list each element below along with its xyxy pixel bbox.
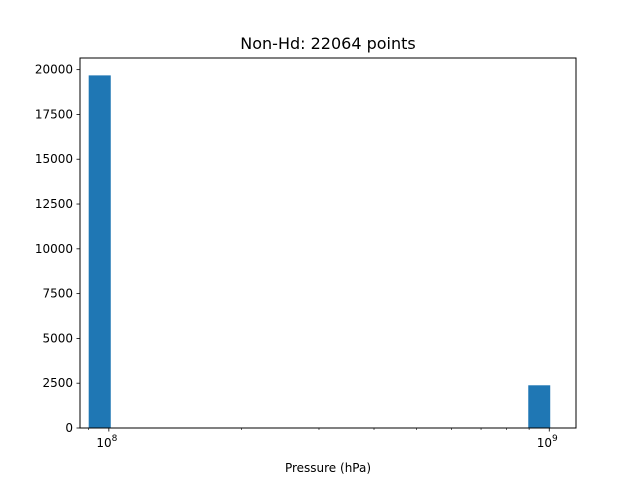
y-tick-label: 2500 (42, 376, 73, 390)
y-tick-label: 10000 (35, 242, 73, 256)
bars-group (88, 75, 551, 429)
y-axis: 0 2500 5000 7500 10000 12500 15000 17500 20000 (35, 63, 80, 435)
x-axis: 108 109 (88, 428, 558, 450)
y-tick-label: 15000 (35, 152, 73, 166)
histogram-bar (88, 75, 111, 429)
plot-frame (79, 57, 577, 429)
x-tick-label: 108 (96, 434, 117, 450)
y-tick-label: 17500 (35, 107, 73, 121)
y-tick-label: 0 (65, 421, 73, 435)
y-tick-label: 5000 (42, 331, 73, 345)
chart-title: Non-Hd: 22064 points (240, 34, 415, 53)
y-tick-label: 12500 (35, 197, 73, 211)
x-tick-label: 109 (537, 434, 558, 450)
histogram-bar (528, 385, 551, 428)
y-tick-label: 7500 (42, 287, 73, 301)
y-tick-label: 20000 (35, 63, 73, 77)
x-axis-label: Pressure (hPa) (285, 461, 371, 475)
